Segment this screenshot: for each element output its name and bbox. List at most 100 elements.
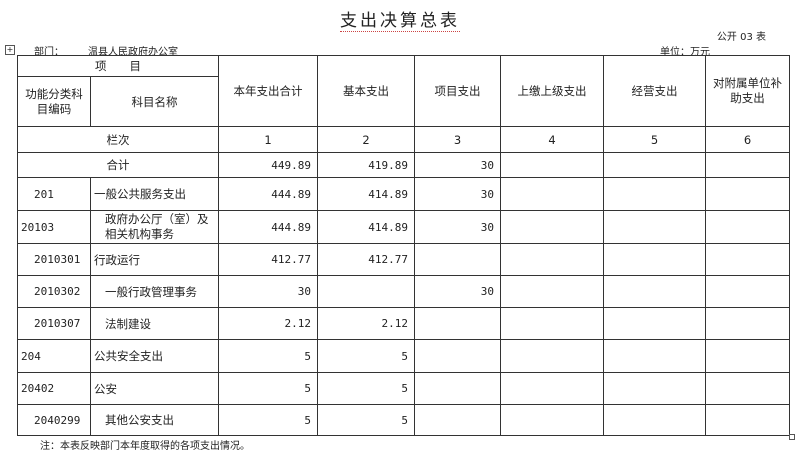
row-value: 5 [317, 372, 415, 405]
column-index: 3 [414, 126, 501, 153]
header-code: 功能分类科目编码 [17, 76, 91, 127]
row-code: 2010302 [17, 275, 91, 308]
row-value [603, 339, 706, 373]
header-col-4: 上缴上级支出 [500, 55, 604, 127]
row-value: 30 [414, 177, 501, 211]
row-value [500, 177, 604, 211]
row-value [317, 275, 415, 308]
header-row: 功能分类科目编码 科目名称 [17, 76, 790, 127]
row-value [705, 372, 790, 405]
table-row: 20402 公安 5 5 [17, 372, 790, 405]
row-value [414, 372, 501, 405]
header-item: 项 目 [17, 55, 219, 77]
row-name: 一般行政管理事务 [90, 275, 219, 308]
row-value [500, 307, 604, 340]
column-index: 6 [705, 126, 790, 153]
total-value: 449.89 [218, 152, 318, 178]
row-name: 一般公共服务支出 [90, 177, 219, 211]
header-col-6: 对附属单位补助支出 [705, 55, 790, 127]
row-value [603, 177, 706, 211]
row-value: 444.89 [218, 177, 318, 211]
row-name: 行政运行 [90, 243, 219, 276]
row-code: 20103 [17, 210, 91, 244]
row-value [603, 307, 706, 340]
row-value [414, 243, 501, 276]
column-index-label: 栏次 [17, 126, 219, 153]
row-value: 414.89 [317, 210, 415, 244]
row-code: 201 [17, 177, 91, 211]
table-move-handle-icon[interactable]: + [5, 45, 15, 55]
table-resize-handle[interactable] [789, 434, 795, 440]
row-value [705, 210, 790, 244]
total-value [603, 152, 706, 178]
row-code: 2040299 [17, 404, 91, 436]
table-row: 204 公共安全支出 5 5 [17, 339, 790, 373]
row-value: 414.89 [317, 177, 415, 211]
row-value: 30 [414, 275, 501, 308]
row-name: 政府办公厅（室）及相关机构事务 [90, 210, 219, 244]
row-name: 公安 [90, 372, 219, 405]
row-code: 204 [17, 339, 91, 373]
page-title: 支出决算总表 [0, 6, 800, 32]
row-value [603, 372, 706, 405]
row-value [705, 243, 790, 276]
column-index: 4 [500, 126, 604, 153]
row-value [603, 243, 706, 276]
row-value [414, 307, 501, 340]
row-value: 5 [317, 404, 415, 436]
row-value: 5 [218, 372, 318, 405]
row-code: 2010301 [17, 243, 91, 276]
row-value [705, 404, 790, 436]
table-row: 2010302 一般行政管理事务 30 30 [17, 275, 790, 308]
table-row: 201 一般公共服务支出 444.89 414.89 30 [17, 177, 790, 211]
row-code: 20402 [17, 372, 91, 405]
department-value: 温县人民政府办公室 [88, 47, 178, 58]
row-value [603, 275, 706, 308]
header-row: 项 目 本年支出合计 基本支出 项目支出 上缴上级支出 经营支出 对附属单位补助… [17, 55, 790, 127]
row-value [414, 339, 501, 373]
row-value: 2.12 [218, 307, 318, 340]
total-value [500, 152, 604, 178]
row-value [500, 275, 604, 308]
row-code: 2010307 [17, 307, 91, 340]
row-name: 公共安全支出 [90, 339, 219, 373]
footnote: 注：本表反映部门本年度取得的各项支出情况。 [40, 441, 250, 452]
column-index: 1 [218, 126, 318, 153]
header-col-5: 经营支出 [603, 55, 706, 127]
row-value [705, 275, 790, 308]
row-name: 其他公安支出 [90, 404, 219, 436]
row-name: 法制建设 [90, 307, 219, 340]
row-value [500, 210, 604, 244]
row-value: 30 [218, 275, 318, 308]
expenditure-table: 项 目 本年支出合计 基本支出 项目支出 上缴上级支出 经营支出 对附属单位补助… [17, 55, 790, 436]
row-value [414, 404, 501, 436]
header-col-1: 本年支出合计 [218, 55, 318, 127]
row-value: 5 [218, 404, 318, 436]
row-value [603, 210, 706, 244]
row-value [500, 339, 604, 373]
row-value [603, 404, 706, 436]
total-value [705, 152, 790, 178]
unit-label: 单位：万元 [660, 47, 710, 58]
title-text: 支出决算总表 [340, 11, 460, 32]
header-col-3: 项目支出 [414, 55, 501, 127]
table-row: 2040299 其他公安支出 5 5 [17, 404, 790, 436]
header-col-2: 基本支出 [317, 55, 415, 127]
row-value [705, 339, 790, 373]
row-value [705, 307, 790, 340]
form-number: 公开 03 表 [716, 32, 766, 43]
row-value: 5 [218, 339, 318, 373]
column-index-row: 栏次 1 2 3 4 5 6 [17, 126, 790, 153]
row-value [500, 404, 604, 436]
table-row: 2010307 法制建设 2.12 2.12 [17, 307, 790, 340]
row-value: 30 [414, 210, 501, 244]
row-value: 2.12 [317, 307, 415, 340]
total-value: 419.89 [317, 152, 415, 178]
row-value [500, 243, 604, 276]
total-label: 合计 [17, 152, 219, 178]
row-value [500, 372, 604, 405]
column-index: 2 [317, 126, 415, 153]
department-label: 部门： [34, 47, 64, 58]
column-index: 5 [603, 126, 706, 153]
row-value: 444.89 [218, 210, 318, 244]
